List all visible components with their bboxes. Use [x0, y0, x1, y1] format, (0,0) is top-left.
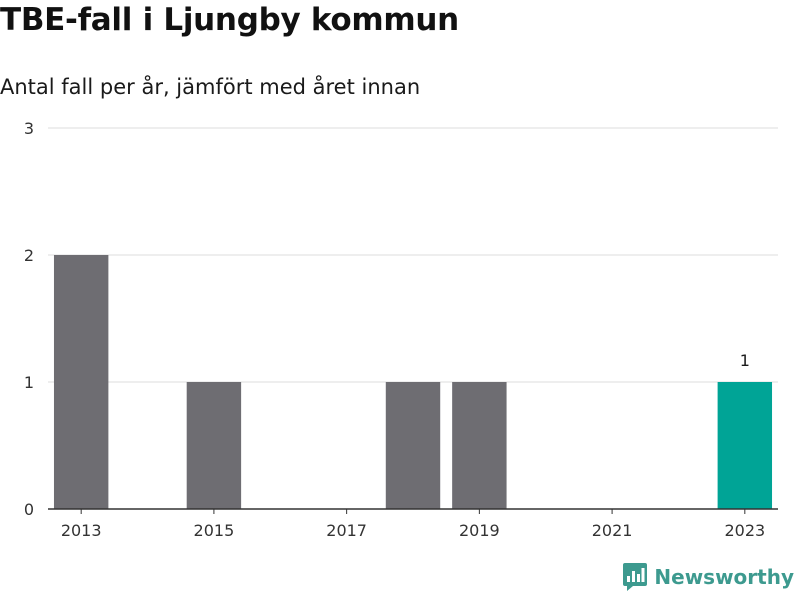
x-tick-label: 2023: [724, 521, 765, 540]
bar-2019: [452, 382, 507, 509]
x-tick-label: 2017: [326, 521, 367, 540]
chart-subtitle: Antal fall per år, jämfört med året inna…: [0, 75, 421, 99]
brand-logo: Newsworthy: [622, 562, 794, 592]
x-tick-label: 2019: [459, 521, 500, 540]
y-tick-label: 2: [24, 246, 34, 265]
x-tick-label: 2021: [592, 521, 633, 540]
bar-2023: [717, 382, 773, 509]
chart-title: TBE-fall i Ljungby kommun: [0, 2, 459, 38]
data-label: 1: [740, 351, 750, 370]
x-tick-label: 2013: [61, 521, 102, 540]
x-tick-label: 2015: [194, 521, 235, 540]
bar-2018: [385, 382, 441, 509]
bar-2013: [53, 255, 109, 509]
brand-name: Newsworthy: [654, 565, 794, 589]
y-tick-label: 3: [24, 119, 34, 138]
y-tick-label: 1: [24, 373, 34, 392]
newsworthy-logo-icon: [623, 563, 648, 591]
bar-2015: [186, 382, 242, 509]
y-tick-label: 0: [24, 500, 34, 519]
